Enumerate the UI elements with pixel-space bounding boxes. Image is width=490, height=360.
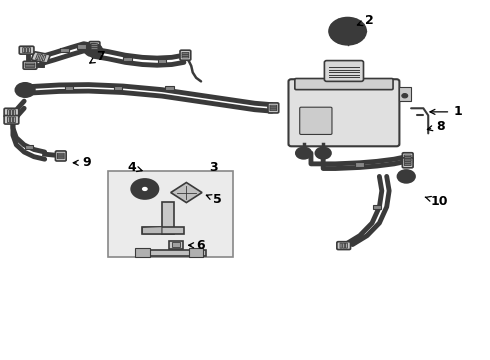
Circle shape <box>316 147 331 159</box>
Text: 1: 1 <box>430 105 462 118</box>
FancyBboxPatch shape <box>10 117 12 123</box>
FancyBboxPatch shape <box>404 160 411 162</box>
FancyBboxPatch shape <box>25 48 27 53</box>
FancyBboxPatch shape <box>57 155 64 157</box>
Bar <box>135 248 150 257</box>
FancyBboxPatch shape <box>340 243 342 248</box>
FancyBboxPatch shape <box>295 78 393 90</box>
Circle shape <box>397 170 415 183</box>
FancyBboxPatch shape <box>42 55 46 61</box>
FancyBboxPatch shape <box>4 116 19 124</box>
Text: 2: 2 <box>357 14 374 27</box>
Bar <box>24 145 33 149</box>
FancyBboxPatch shape <box>182 54 189 56</box>
FancyBboxPatch shape <box>35 54 39 60</box>
Bar <box>60 48 69 52</box>
FancyBboxPatch shape <box>57 153 64 155</box>
Text: 10: 10 <box>425 195 448 208</box>
FancyBboxPatch shape <box>91 44 98 45</box>
FancyBboxPatch shape <box>13 110 15 116</box>
FancyBboxPatch shape <box>182 57 189 58</box>
FancyBboxPatch shape <box>91 46 98 47</box>
Text: 8: 8 <box>427 120 445 133</box>
Circle shape <box>296 147 312 159</box>
FancyBboxPatch shape <box>270 105 277 107</box>
FancyBboxPatch shape <box>404 164 411 166</box>
FancyBboxPatch shape <box>25 66 35 67</box>
FancyBboxPatch shape <box>23 48 24 53</box>
FancyBboxPatch shape <box>10 110 12 116</box>
Bar <box>114 86 122 90</box>
FancyBboxPatch shape <box>345 243 347 248</box>
Circle shape <box>85 44 102 57</box>
FancyBboxPatch shape <box>343 243 344 248</box>
Bar <box>77 44 86 49</box>
Circle shape <box>329 18 366 45</box>
Circle shape <box>138 184 152 194</box>
Circle shape <box>142 187 148 191</box>
Bar <box>162 202 174 234</box>
Bar <box>123 57 132 61</box>
Text: 5: 5 <box>206 193 222 206</box>
Bar <box>172 242 180 247</box>
Circle shape <box>402 94 408 98</box>
FancyBboxPatch shape <box>337 242 350 249</box>
Text: 4: 4 <box>127 161 142 174</box>
Bar <box>399 87 411 101</box>
Bar <box>108 171 233 257</box>
FancyBboxPatch shape <box>4 108 19 117</box>
Bar <box>169 241 183 249</box>
Polygon shape <box>143 226 162 234</box>
FancyBboxPatch shape <box>31 52 50 63</box>
FancyBboxPatch shape <box>182 53 189 54</box>
Bar <box>355 162 364 167</box>
FancyBboxPatch shape <box>270 109 277 111</box>
FancyBboxPatch shape <box>404 155 411 157</box>
Bar <box>65 86 74 90</box>
Bar <box>143 227 184 234</box>
FancyBboxPatch shape <box>7 110 9 116</box>
Text: 6: 6 <box>189 239 205 252</box>
FancyBboxPatch shape <box>25 64 35 66</box>
FancyBboxPatch shape <box>89 41 100 51</box>
FancyBboxPatch shape <box>55 151 66 161</box>
FancyBboxPatch shape <box>289 79 399 146</box>
Text: 9: 9 <box>74 156 91 169</box>
Circle shape <box>131 179 159 199</box>
FancyBboxPatch shape <box>402 153 413 163</box>
Polygon shape <box>171 183 202 203</box>
FancyBboxPatch shape <box>404 162 411 163</box>
FancyBboxPatch shape <box>23 61 37 69</box>
FancyBboxPatch shape <box>402 158 413 168</box>
Text: 3: 3 <box>209 161 218 174</box>
Bar <box>372 205 381 209</box>
FancyBboxPatch shape <box>91 48 98 49</box>
FancyBboxPatch shape <box>404 157 411 158</box>
Circle shape <box>15 83 35 97</box>
Circle shape <box>337 23 358 39</box>
FancyBboxPatch shape <box>300 107 332 134</box>
FancyBboxPatch shape <box>180 50 191 60</box>
Bar <box>158 59 166 63</box>
FancyBboxPatch shape <box>57 157 64 159</box>
FancyBboxPatch shape <box>270 107 277 109</box>
FancyBboxPatch shape <box>39 54 43 60</box>
FancyBboxPatch shape <box>7 117 9 123</box>
FancyBboxPatch shape <box>13 117 15 123</box>
Bar <box>138 249 206 256</box>
FancyBboxPatch shape <box>28 48 30 53</box>
FancyBboxPatch shape <box>324 60 364 81</box>
FancyBboxPatch shape <box>268 103 279 113</box>
FancyBboxPatch shape <box>19 46 34 54</box>
FancyBboxPatch shape <box>25 63 35 64</box>
Bar <box>189 248 203 257</box>
Bar <box>165 86 173 90</box>
FancyBboxPatch shape <box>404 159 411 161</box>
Text: 7: 7 <box>90 50 105 63</box>
